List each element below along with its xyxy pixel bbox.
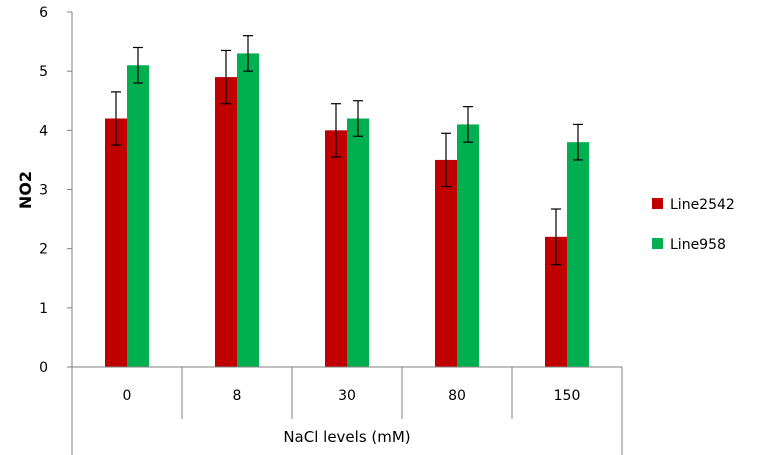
y-ticks: 0 1 2 3 4 5 6 [39,5,72,376]
error-bar [221,49,231,105]
error-bars-layer [111,35,583,266]
error-bar [353,100,363,137]
bar-line958-8 [237,53,259,368]
error-bar [133,46,143,84]
y-tick-label: 2 [39,242,48,258]
x-tick-label: 0 [123,388,132,404]
legend: Line2542 Line958 [652,197,735,253]
error-bar [331,103,341,158]
x-tick-label: 150 [554,388,581,404]
y-tick-label: 5 [39,64,48,80]
y-axis-title: NO2 [16,171,35,209]
error-bar [441,132,451,188]
bar-line2542-0 [105,118,127,367]
bar-line958-150 [567,142,589,367]
bar-line2542-80 [435,159,457,367]
bars-layer [105,53,589,368]
bar-line958-0 [127,65,149,367]
bar-line2542-8 [215,77,237,367]
bar-line958-30 [347,118,369,367]
legend-label-line2542: Line2542 [670,197,735,213]
y-tick-label: 0 [39,360,48,376]
error-bar [463,106,473,143]
legend-label-line958: Line958 [670,237,726,253]
y-tick-label: 3 [39,183,48,199]
error-bar [111,91,121,146]
legend-swatch-line2542 [652,198,663,209]
bar-line958-80 [457,124,479,368]
x-tick-label: 8 [233,388,242,404]
y-tick-label: 4 [39,123,48,139]
x-tick-label: 80 [448,388,466,404]
y-tick-label: 1 [39,301,48,317]
legend-swatch-line958 [652,238,663,249]
bar-line2542-30 [325,130,347,367]
x-axis-title: NaCl levels (mM) [283,428,410,446]
bar-line2542-150 [545,236,567,367]
x-tick-label: 30 [338,388,356,404]
error-bar [573,123,583,161]
error-bar [243,35,253,72]
error-bar [551,208,561,266]
x-ticks: 0 8 30 80 150 [123,367,581,419]
y-tick-label: 6 [39,5,48,21]
